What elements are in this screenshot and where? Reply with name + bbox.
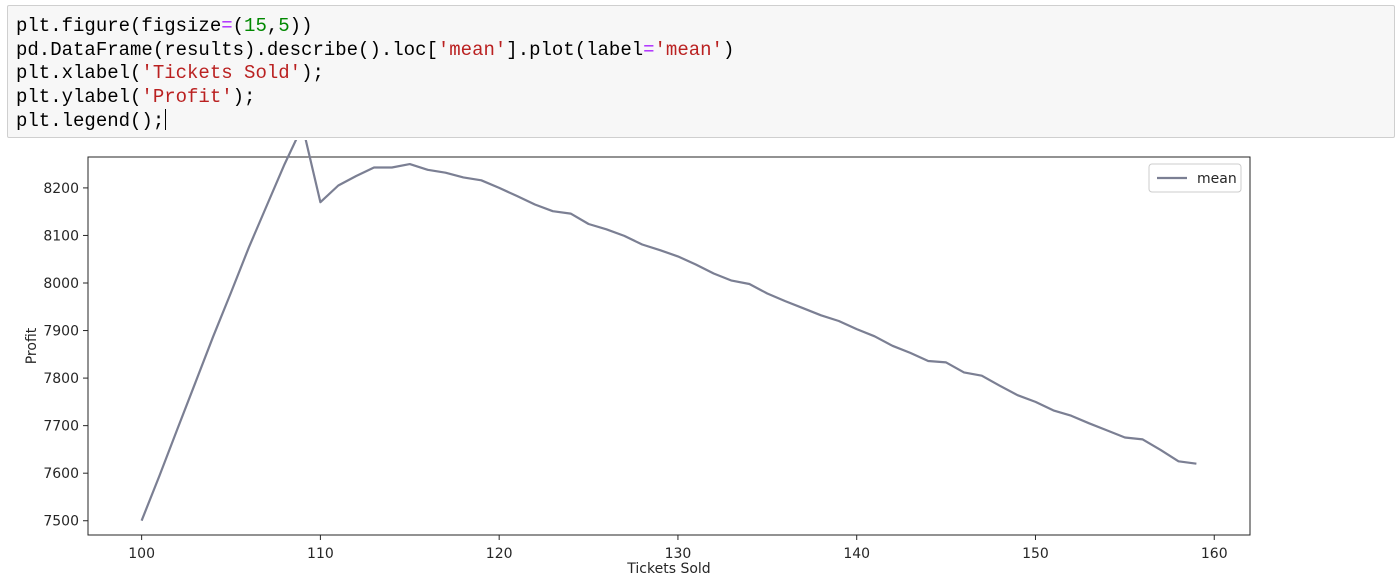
code-line: plt.ylabel('Profit');: [16, 86, 734, 110]
y-tick-label: 7600: [43, 466, 79, 482]
y-axis: 7500 7600 7700 7800 7900 8000 8100 8200: [43, 181, 88, 530]
code-token: =: [643, 38, 655, 61]
legend-label-mean: mean: [1197, 171, 1237, 187]
code-token: );: [301, 62, 324, 84]
code-token: 'mean': [654, 38, 723, 61]
x-tick-label: 100: [128, 546, 155, 562]
x-tick-label: 130: [665, 546, 692, 562]
x-tick-label: 160: [1201, 546, 1228, 562]
code-token: 'Tickets Sold': [141, 62, 302, 84]
text-cursor: [165, 109, 167, 130]
code-token: 5: [278, 15, 290, 37]
code-token: )): [289, 15, 313, 37]
code-token: ,: [266, 15, 279, 37]
code-token: 15: [244, 15, 267, 37]
code-editor[interactable]: plt.figure(figsize=(15,5)) pd.DataFrame(r…: [16, 15, 734, 134]
code-token: plt.figure(figsize: [16, 15, 222, 37]
code-token: ): [722, 38, 735, 61]
code-token: plt.ylabel(: [16, 85, 142, 108]
y-tick-label: 7800: [43, 371, 79, 387]
y-tick-label: 8100: [43, 228, 79, 244]
y-tick-label: 7900: [43, 324, 79, 340]
code-token: 'mean': [437, 38, 507, 61]
y-tick-label: 8000: [43, 276, 79, 292]
x-tick-label: 150: [1022, 546, 1049, 562]
code-token: ].plot(label: [506, 38, 644, 61]
legend-box: [1148, 163, 1242, 193]
plot-area: [87, 156, 1251, 536]
code-token: plt.xlabel(: [16, 62, 142, 84]
x-axis: 100 110 120 130 140 150 160: [128, 535, 1228, 562]
code-line: plt.figure(figsize=(15,5)): [16, 15, 734, 39]
y-tick-label: 7700: [43, 419, 79, 435]
legend: mean: [1148, 163, 1242, 193]
code-token: pd.DataFrame(results).describe().loc[: [16, 38, 438, 61]
code-token: plt.legend();: [16, 110, 165, 132]
code-cell[interactable]: plt.figure(figsize=(15,5)) pd.DataFrame(r…: [7, 5, 1395, 138]
code-line: plt.legend();: [16, 109, 734, 134]
x-tick-label: 140: [843, 546, 870, 562]
code-token: 'Profit': [141, 85, 233, 108]
y-axis-title: Profit: [24, 327, 40, 364]
y-tick-label: 7500: [43, 514, 79, 530]
y-tick-label: 8200: [43, 181, 79, 197]
x-tick-label: 120: [486, 546, 513, 562]
series-line-mean: [140, 140, 1197, 522]
code-token: );: [232, 85, 256, 108]
x-tick-label: 110: [307, 546, 334, 562]
code-token: =: [221, 15, 233, 37]
code-line: pd.DataFrame(results).describe().loc['me…: [16, 39, 734, 63]
code-token: (: [232, 15, 245, 37]
code-line: plt.xlabel('Tickets Sold');: [16, 62, 734, 86]
x-axis-title: Tickets Sold: [626, 561, 710, 577]
